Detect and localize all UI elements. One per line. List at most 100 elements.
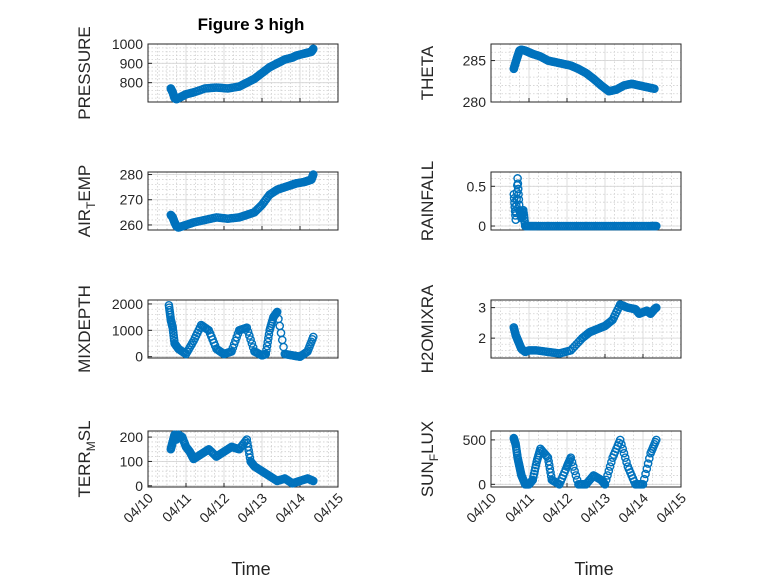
data-point: [277, 335, 287, 345]
data-point: [264, 329, 274, 339]
data-point: [652, 303, 661, 312]
y-axis-label: THETA: [418, 45, 437, 100]
y-tick-label: 270: [120, 192, 144, 208]
data-point: [645, 454, 654, 463]
data-point: [622, 457, 631, 467]
data-point: [641, 469, 650, 479]
y-axis-label: AIRTEMP: [75, 165, 98, 238]
data-point: [513, 184, 523, 194]
panel-air-temp: 260 270 280 AIRTEMP: [75, 165, 339, 238]
y-axis-label-subscript: M: [84, 441, 98, 451]
x-tick-label: 04/13: [577, 490, 613, 526]
y-tick-label: 260: [120, 217, 144, 233]
axes-frame: [490, 299, 682, 359]
y-axis-label: TERRMSL: [75, 420, 98, 497]
data-point: [242, 323, 252, 332]
y-axis-label-rest: EMP: [75, 165, 94, 202]
x-tick-label: 04/13: [234, 490, 270, 526]
data-point: [619, 448, 629, 458]
data-point: [513, 179, 523, 188]
data-point: [243, 327, 253, 336]
y-tick-label: 800: [120, 75, 144, 91]
y-axis-label-rest: SL: [75, 420, 94, 441]
panel-sun-flux: 0 500 SUNFLUX 04/10 04/11 04/12 04/13 04/14 04/1…: [418, 421, 689, 526]
data-point: [566, 453, 576, 462]
y-tick-label: 500: [463, 432, 487, 448]
y-tick-label: 0: [478, 476, 486, 492]
y-axis-label: PRESSURE: [75, 26, 94, 120]
data-point: [279, 342, 288, 352]
data-point: [570, 466, 579, 476]
data-point: [603, 471, 612, 480]
y-tick-label: 0: [135, 349, 143, 365]
data-point: [639, 474, 649, 484]
data-point: [275, 321, 285, 331]
data-point: [571, 471, 581, 480]
data-point: [514, 195, 524, 204]
y-tick-label: 280: [463, 94, 487, 110]
data-point: [308, 44, 318, 54]
y-tick-label: 3: [478, 300, 486, 316]
data-point: [247, 339, 257, 348]
data-point: [263, 337, 273, 347]
data-point: [261, 349, 271, 359]
x-tick-label: 04/11: [502, 490, 538, 526]
panel-pressure: 800 900 1000 PRESSURE: [75, 26, 339, 120]
x-tick-label: 04/14: [272, 490, 308, 526]
data-point: [264, 333, 273, 343]
data-point: [605, 462, 615, 471]
x-tick-label: 04/12: [196, 490, 232, 526]
data-point: [569, 462, 578, 471]
data-point: [650, 84, 659, 94]
data-point: [652, 221, 661, 231]
panel-rainfall: 0 0.5 RAINFALL: [418, 161, 682, 241]
x-tick-label: 04/15: [310, 490, 346, 526]
axes-frame: [147, 171, 339, 231]
y-tick-label: 0: [135, 478, 143, 494]
y-tick-label: 100: [120, 453, 144, 469]
panel-terr-msl: 0 100 200 TERRMSL 04/10 04/11 04/12 04/13 04/14 0…: [75, 420, 346, 525]
x-tick-label: 04/11: [159, 490, 195, 526]
data-point: [308, 170, 318, 179]
panel-mixdepth: 0 1000 2000 MIXDEPTH: [75, 285, 339, 373]
data-point: [542, 451, 552, 461]
data-point: [262, 341, 272, 351]
data-point: [513, 174, 522, 183]
panel-h2omixra: 2 3 H2OMIXRA: [418, 284, 682, 373]
data-point: [615, 435, 625, 445]
y-axis-label-main: SUN: [418, 461, 437, 497]
x-tick-label: 04/10: [463, 490, 499, 526]
x-tick-label: 04/15: [653, 490, 689, 526]
y-tick-label: 900: [120, 55, 144, 71]
data-point: [245, 331, 254, 340]
y-tick-label: 0.5: [467, 178, 487, 194]
figure-title: Figure 3 high: [198, 15, 305, 34]
y-tick-label: 200: [120, 429, 144, 445]
y-axis-label-subscript: T: [84, 201, 98, 209]
x-axis-label-left: Time: [231, 559, 270, 579]
y-tick-label: 1000: [112, 322, 143, 338]
y-axis-label-rest: LUX: [418, 421, 437, 454]
data-point: [638, 480, 648, 489]
y-tick-label: 0: [478, 218, 486, 234]
data-point: [600, 480, 610, 489]
x-tick-label: 04/14: [615, 490, 651, 526]
data-point: [567, 457, 577, 467]
y-axis-label: MIXDEPTH: [75, 285, 94, 373]
data-point: [308, 476, 318, 486]
y-tick-label: 1000: [112, 36, 143, 52]
data-point: [618, 444, 628, 454]
data-point: [607, 457, 616, 467]
data-point: [652, 435, 661, 445]
y-tick-label: 2: [478, 330, 486, 346]
data-point: [308, 332, 318, 342]
axes-frame: [147, 299, 339, 359]
axes-frame: [490, 43, 682, 103]
data-point: [643, 459, 653, 468]
y-axis-label-main: AIR: [75, 209, 94, 237]
data-point: [601, 475, 611, 485]
y-tick-label: 2000: [112, 296, 143, 312]
data-point: [246, 335, 255, 344]
